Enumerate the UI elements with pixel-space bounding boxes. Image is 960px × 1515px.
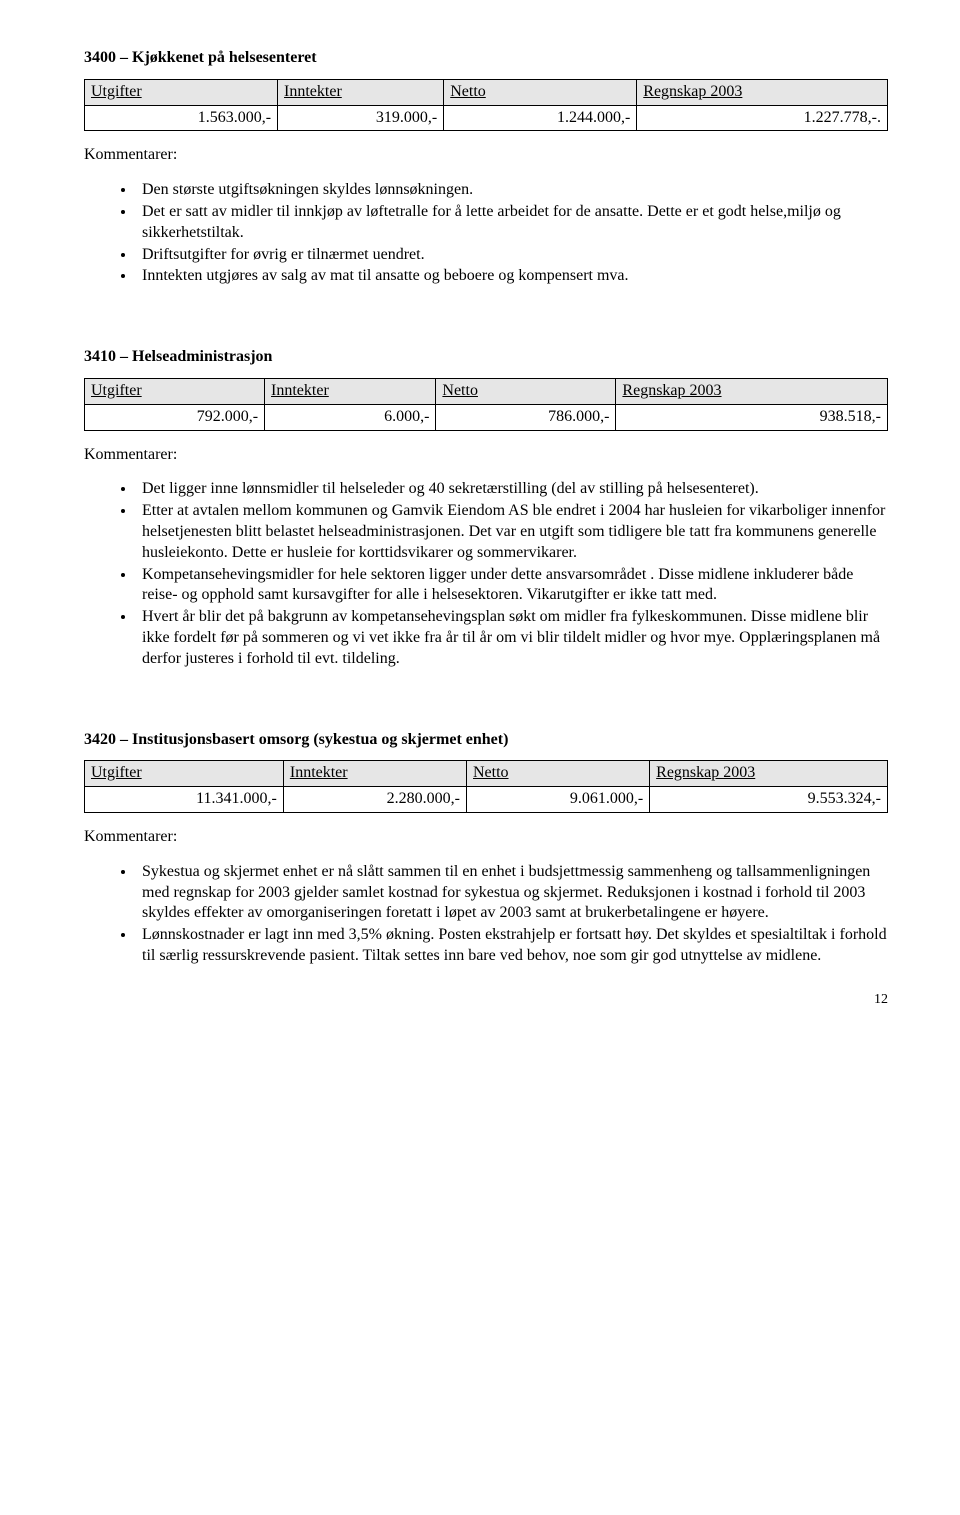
table-header: Netto bbox=[436, 378, 616, 404]
table-header-row: Utgifter Inntekter Netto Regnskap 2003 bbox=[85, 378, 888, 404]
bullet-list: Det ligger inne lønnsmidler til helseled… bbox=[84, 479, 888, 669]
table-cell: 786.000,- bbox=[436, 404, 616, 430]
table-header: Regnskap 2003 bbox=[616, 378, 888, 404]
list-item: Inntekten utgjøres av salg av mat til an… bbox=[136, 266, 888, 287]
table-header: Utgifter bbox=[85, 761, 284, 787]
table-row: 11.341.000,- 2.280.000,- 9.061.000,- 9.5… bbox=[85, 787, 888, 813]
section-heading: 3400 – Kjøkkenet på helsesenteret bbox=[84, 48, 888, 69]
table-cell: 1.244.000,- bbox=[444, 105, 637, 131]
table-header: Regnskap 2003 bbox=[637, 79, 888, 105]
table-cell: 319.000,- bbox=[278, 105, 444, 131]
table-header: Inntekter bbox=[265, 378, 436, 404]
table-cell: 9.061.000,- bbox=[467, 787, 650, 813]
table-header-row: Utgifter Inntekter Netto Regnskap 2003 bbox=[85, 79, 888, 105]
list-item: Hvert år blir det på bakgrunn av kompeta… bbox=[136, 607, 888, 669]
list-item: Lønnskostnader er lagt inn med 3,5% økni… bbox=[136, 925, 888, 967]
table-cell: 2.280.000,- bbox=[283, 787, 466, 813]
comments-label: Kommentarer: bbox=[84, 827, 888, 848]
table-cell: 1.227.778,-. bbox=[637, 105, 888, 131]
bullet-list: Den største utgiftsøkningen skyldes lønn… bbox=[84, 180, 888, 287]
table-header: Regnskap 2003 bbox=[650, 761, 888, 787]
list-item: Driftsutgifter for øvrig er tilnærmet ue… bbox=[136, 245, 888, 266]
budget-table: Utgifter Inntekter Netto Regnskap 2003 1… bbox=[84, 760, 888, 813]
table-header: Netto bbox=[444, 79, 637, 105]
comments-label: Kommentarer: bbox=[84, 445, 888, 466]
table-row: 792.000,- 6.000,- 786.000,- 938.518,- bbox=[85, 404, 888, 430]
table-header: Netto bbox=[467, 761, 650, 787]
page-number: 12 bbox=[84, 991, 888, 1009]
table-cell: 6.000,- bbox=[265, 404, 436, 430]
budget-table: Utgifter Inntekter Netto Regnskap 2003 7… bbox=[84, 378, 888, 431]
budget-table: Utgifter Inntekter Netto Regnskap 2003 1… bbox=[84, 79, 888, 132]
table-header: Inntekter bbox=[278, 79, 444, 105]
table-header: Utgifter bbox=[85, 378, 265, 404]
table-header: Inntekter bbox=[283, 761, 466, 787]
list-item: Etter at avtalen mellom kommunen og Gamv… bbox=[136, 501, 888, 563]
table-cell: 11.341.000,- bbox=[85, 787, 284, 813]
list-item: Sykestua og skjermet enhet er nå slått s… bbox=[136, 862, 888, 924]
list-item: Den største utgiftsøkningen skyldes lønn… bbox=[136, 180, 888, 201]
list-item: Det ligger inne lønnsmidler til helseled… bbox=[136, 479, 888, 500]
table-cell: 9.553.324,- bbox=[650, 787, 888, 813]
section-heading: 3410 – Helseadministrasjon bbox=[84, 347, 888, 368]
bullet-list: Sykestua og skjermet enhet er nå slått s… bbox=[84, 862, 888, 967]
section-heading: 3420 – Institusjonsbasert omsorg (sykest… bbox=[84, 730, 888, 751]
table-header: Utgifter bbox=[85, 79, 278, 105]
table-header-row: Utgifter Inntekter Netto Regnskap 2003 bbox=[85, 761, 888, 787]
table-cell: 792.000,- bbox=[85, 404, 265, 430]
table-cell: 938.518,- bbox=[616, 404, 888, 430]
comments-label: Kommentarer: bbox=[84, 145, 888, 166]
table-row: 1.563.000,- 319.000,- 1.244.000,- 1.227.… bbox=[85, 105, 888, 131]
table-cell: 1.563.000,- bbox=[85, 105, 278, 131]
list-item: Det er satt av midler til innkjøp av løf… bbox=[136, 202, 888, 244]
list-item: Kompetansehevingsmidler for hele sektore… bbox=[136, 565, 888, 607]
